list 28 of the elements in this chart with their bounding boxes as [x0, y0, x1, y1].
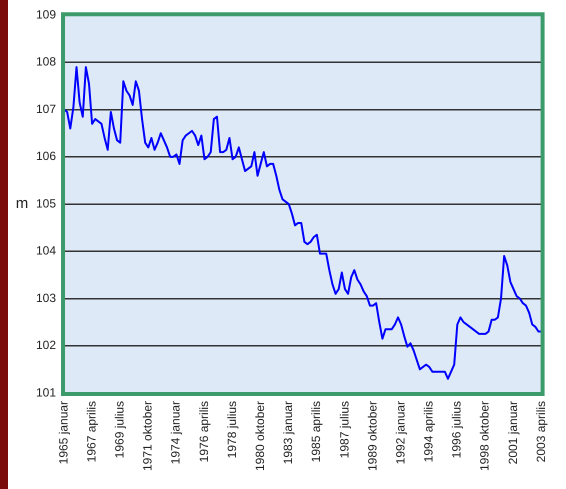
y-tick-label: 101: [36, 385, 56, 400]
x-tick-label: 1965 januar: [56, 400, 70, 464]
y-tick-label: 109: [36, 8, 56, 22]
x-tick-label: 1992 januar: [393, 400, 408, 464]
x-tick-label: 2003 aprilis: [534, 400, 548, 462]
x-tick-label: 1987 julius: [337, 400, 352, 458]
y-tick-label: 106: [36, 149, 56, 164]
y-tick-label: 107: [36, 102, 56, 116]
x-tick-label: 1969 julius: [112, 400, 127, 458]
x-tick-label: 2001 januar: [506, 400, 520, 464]
x-tick-label: 1996 julius: [450, 400, 464, 458]
x-tick-label: 1967 aprilis: [84, 400, 98, 462]
y-tick-label: 108: [36, 54, 56, 69]
x-tick-label: 1994 aprilis: [422, 400, 436, 462]
x-tick-label: 1980 oktober: [252, 400, 267, 472]
y-tick-label: 105: [36, 196, 56, 210]
x-tick-label: 1971 oktober: [140, 400, 155, 472]
x-tick-label: 1974 januar: [168, 400, 183, 464]
x-tick-label: 1978 julius: [224, 400, 239, 458]
y-tick-label: 104: [36, 244, 56, 258]
y-tick-label: 103: [36, 290, 56, 305]
x-tick-label: 1976 aprilis: [196, 400, 211, 462]
x-tick-label: 1985 aprilis: [309, 400, 324, 462]
x-tick-label: 1998 oktober: [478, 400, 492, 472]
x-tick-label: 1983 januar: [281, 400, 296, 464]
y-tick-label: 102: [36, 338, 56, 352]
y-axis-title: m: [16, 195, 28, 212]
x-tick-label: 1989 oktober: [365, 400, 380, 472]
